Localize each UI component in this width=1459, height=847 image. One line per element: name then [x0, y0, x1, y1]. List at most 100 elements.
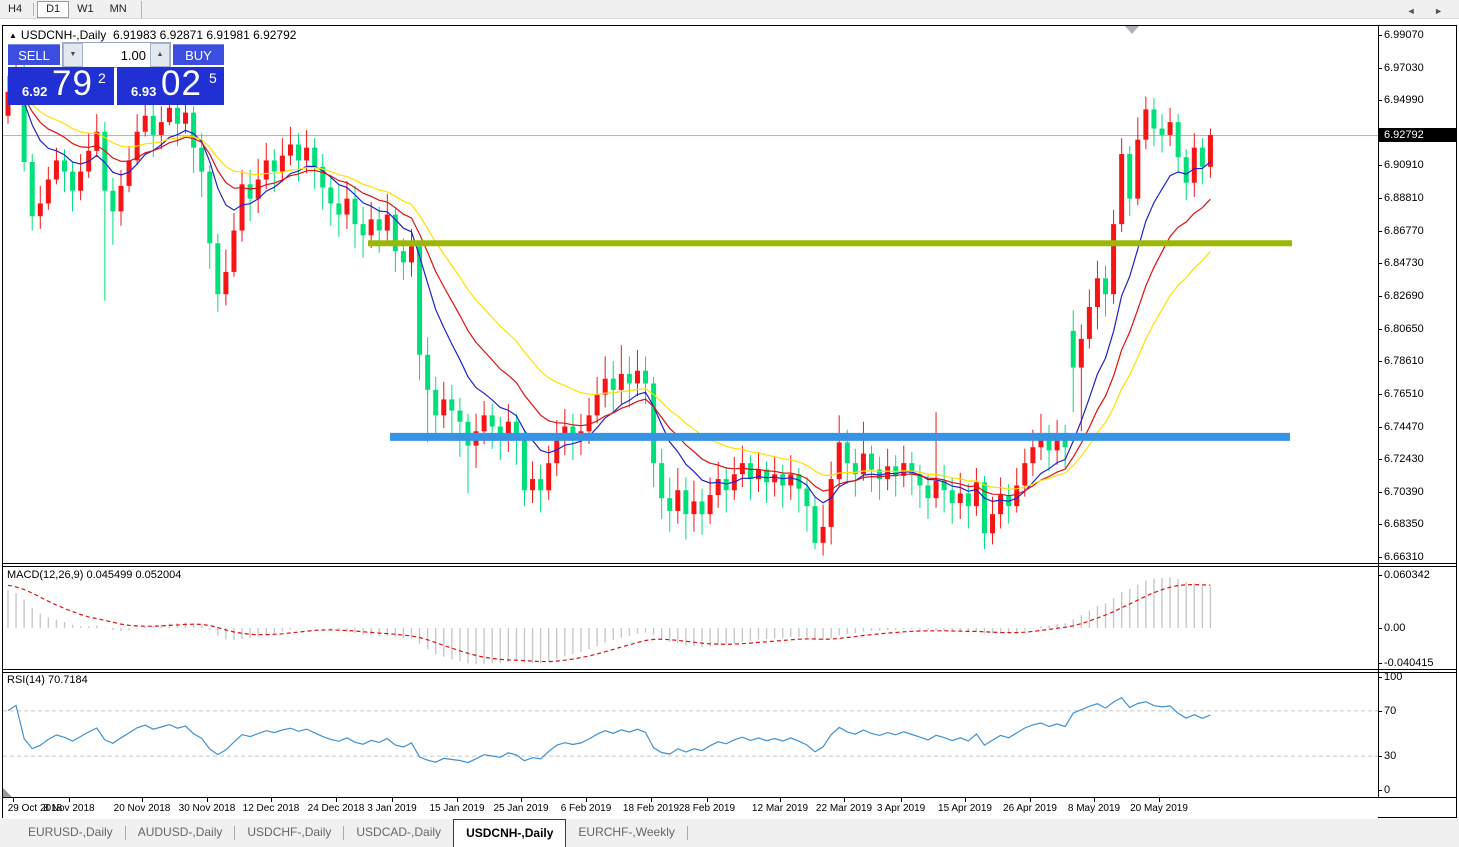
chart-tab-eurusd-daily[interactable]: EURUSD-,Daily	[28, 825, 113, 839]
date-axis-tick	[142, 798, 143, 802]
buy-button[interactable]: BUY	[173, 44, 224, 65]
sell-price-big: 79	[52, 64, 93, 103]
volume-stepper: ▼ ▲	[62, 42, 171, 68]
candle-body	[433, 389, 439, 416]
candle-body	[1022, 463, 1028, 486]
buy-price-sup: 5	[209, 70, 217, 86]
candle-wick	[168, 90, 170, 126]
date-axis-label: 15 Apr 2019	[938, 803, 992, 814]
date-axis-tick	[13, 798, 14, 802]
candle-body	[852, 463, 858, 475]
candle-body	[626, 373, 632, 384]
candle-wick	[1080, 324, 1082, 432]
candle-body	[457, 410, 463, 422]
candle-body	[158, 122, 164, 135]
timeframe-button-d1[interactable]: D1	[37, 0, 70, 18]
candle-body	[949, 490, 955, 503]
buy-price-tile[interactable]: 6.93 02 5	[117, 64, 224, 105]
chart-tab-audusd-daily[interactable]: AUDUSD-,Daily	[137, 825, 223, 839]
rsi-axis-tick	[1378, 790, 1382, 791]
timeframe-button-w1[interactable]: W1	[77, 2, 94, 15]
price-chart-canvas[interactable]	[3, 26, 1378, 563]
chart-tab-eurchf-weekly[interactable]: EURCHF-,Weekly	[578, 825, 675, 839]
volume-increase-button[interactable]: ▲	[150, 43, 170, 67]
macd-axis-tick	[1378, 663, 1382, 664]
horizontal-level-line-0[interactable]	[368, 240, 1292, 247]
volume-decrease-button[interactable]: ▼	[63, 43, 83, 67]
price-axis-tick	[1378, 557, 1382, 558]
tab-separator	[343, 826, 345, 840]
horizontal-level-line-1[interactable]	[390, 432, 1290, 441]
candle-body	[1167, 122, 1173, 135]
timeframe-button-h4[interactable]: H4	[8, 2, 23, 15]
date-axis[interactable]: 29 Oct 2018 8 Nov 2018 20 Nov 2018 30 Nov 2…	[3, 798, 1378, 818]
date-axis-label: 8 Nov 2018	[43, 803, 95, 814]
candle-body	[352, 198, 358, 225]
candle-body	[199, 147, 205, 172]
candle-body	[118, 185, 124, 212]
candle-body	[513, 421, 519, 438]
candle-body	[618, 373, 624, 390]
candle-body	[78, 171, 84, 191]
date-axis-tick	[69, 798, 70, 802]
moving-average-line-16[interactable]	[7, 88, 1211, 497]
price-axis-tick	[1378, 296, 1382, 297]
pane-divider[interactable]	[2, 669, 1457, 670]
candle-body	[594, 394, 600, 416]
chart-tab-usdcnh-daily[interactable]: USDCNH-,Daily	[453, 819, 567, 847]
tab-separator	[234, 826, 236, 840]
candle-body	[449, 399, 455, 411]
moving-average-line-26[interactable]	[7, 89, 1211, 490]
rsi-axis-label: 100	[1384, 671, 1403, 683]
rsi-pane-canvas[interactable]	[3, 673, 1378, 797]
date-axis-label: 30 Nov 2018	[178, 803, 236, 814]
candle-body	[279, 155, 285, 172]
candle-body	[860, 453, 866, 475]
candle-body	[804, 488, 810, 507]
date-axis-label: 12 Mar 2019	[751, 803, 809, 814]
price-axis-tick	[1378, 165, 1382, 166]
candle-body	[215, 243, 221, 295]
chart-shift-marker-icon[interactable]	[1125, 26, 1139, 34]
date-axis-label: 8 May 2019	[1067, 803, 1121, 814]
candle-body	[384, 214, 390, 231]
rsi-axis-tick	[1378, 756, 1382, 757]
candle-body	[376, 219, 382, 231]
sell-button[interactable]: SELL	[8, 44, 60, 65]
sell-price-tile[interactable]: 6.92 79 2	[8, 64, 114, 105]
candle-body	[247, 184, 253, 199]
chart-window[interactable]	[2, 25, 1457, 818]
pane-divider[interactable]	[2, 563, 1457, 564]
candle-body	[223, 271, 229, 295]
candle-body	[271, 160, 277, 172]
price-axis-label: 6.84730	[1384, 257, 1424, 269]
candle-body	[150, 115, 156, 135]
candle-body	[998, 495, 1004, 515]
price-axis-label: 6.80650	[1384, 323, 1424, 335]
timeframe-button-mn[interactable]: MN	[109, 2, 127, 15]
price-axis-tick	[1378, 492, 1382, 493]
collapse-panel-icon[interactable]: ▲	[9, 31, 17, 40]
macd-pane-canvas[interactable]	[3, 567, 1378, 669]
price-axis-tick	[1378, 231, 1382, 232]
chart-tab-usdchf-daily[interactable]: USDCHF-,Daily	[247, 825, 332, 839]
moving-average-line-9[interactable]	[7, 86, 1211, 504]
chart-tab-usdcad-daily[interactable]: USDCAD-,Daily	[356, 825, 442, 839]
candle-body	[602, 378, 608, 395]
candle-body	[489, 415, 495, 427]
candle-body	[1078, 338, 1084, 368]
candle-body	[1086, 306, 1092, 339]
price-axis-label: 6.68350	[1384, 518, 1424, 530]
date-axis-tick	[457, 798, 458, 802]
pane-resize-grip-icon[interactable]	[3, 788, 12, 797]
candle-body	[441, 399, 447, 416]
current-price-label: 6.92792	[1379, 128, 1457, 142]
candle-body	[1207, 135, 1213, 167]
tab-scroll-arrows-icon[interactable]: ◄ ►	[1406, 6, 1451, 16]
price-axis-label: 6.86770	[1384, 225, 1424, 237]
candle-body	[675, 490, 681, 511]
candle-body	[174, 107, 180, 124]
volume-input[interactable]	[83, 43, 150, 67]
candle-body	[788, 474, 794, 486]
sell-price-sup: 2	[98, 70, 106, 86]
